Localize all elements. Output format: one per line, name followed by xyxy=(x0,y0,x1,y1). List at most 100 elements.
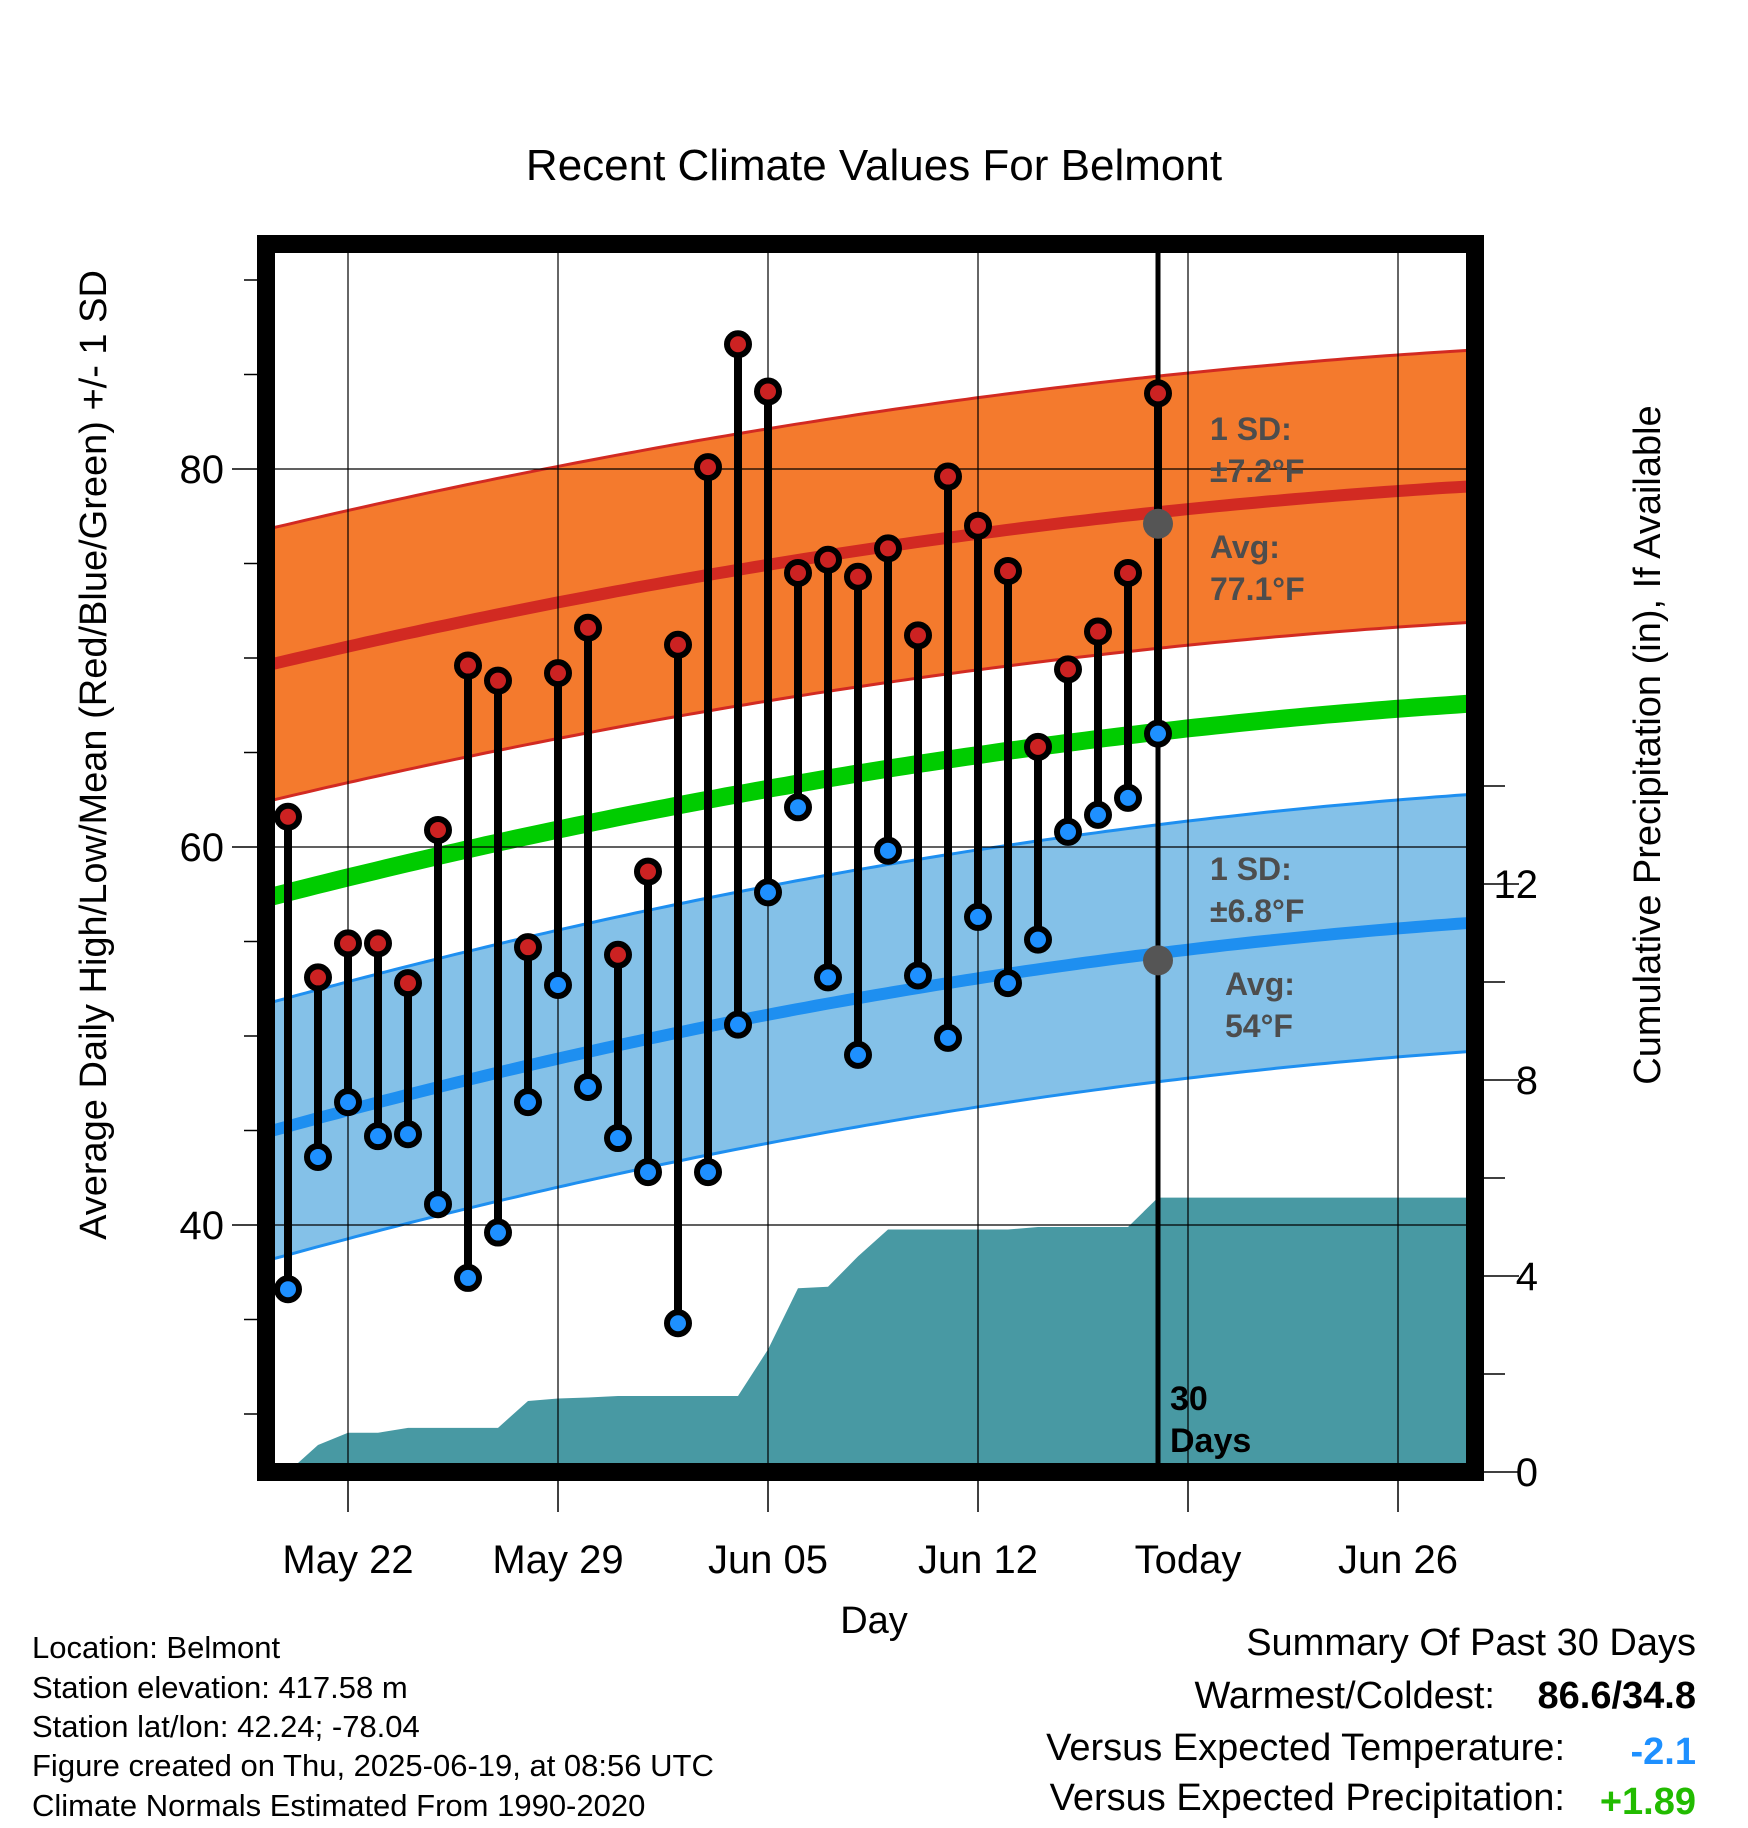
daily-high-point xyxy=(724,330,752,359)
daily-high-point xyxy=(514,933,542,962)
daily-low-point xyxy=(724,1010,752,1039)
daily-low-point xyxy=(934,1023,962,1052)
daily-high-point xyxy=(1084,617,1112,646)
plot-inner xyxy=(266,244,1475,1472)
today-high-avg-marker xyxy=(1143,508,1173,539)
daily-low-point xyxy=(994,969,1022,998)
annotation-low-sd-value: ±6.8°F xyxy=(1210,893,1304,929)
daily-high-point xyxy=(964,511,992,540)
daily-low-point xyxy=(904,961,932,990)
y-tick-label: 40 xyxy=(180,1204,225,1248)
annotation-low-sd: 1 SD: ±6.8°F xyxy=(1210,851,1304,929)
annotation-low-avg-label: Avg: xyxy=(1225,966,1295,1002)
summary-panel: Summary Of Past 30 Days Warmest/Coldest:… xyxy=(1046,1622,1696,1823)
daily-low-point xyxy=(424,1190,452,1219)
normal-high-line xyxy=(266,480,1475,672)
daily-high-point xyxy=(574,613,602,642)
daily-high-point xyxy=(694,453,722,482)
summary-precip-label: Versus Expected Precipitation: xyxy=(1050,1777,1565,1819)
daily-low-point xyxy=(844,1040,872,1069)
daily-high-point xyxy=(814,545,842,574)
daily-low-point xyxy=(304,1142,332,1171)
daily-high-point xyxy=(1114,558,1142,587)
y-tick-label: 80 xyxy=(180,448,225,492)
daily-high-point xyxy=(754,377,782,406)
today-window-label: 30 xyxy=(1170,1380,1208,1418)
daily-high-point xyxy=(1054,655,1082,684)
summary-warm-cold-value: 86.6/34.8 xyxy=(1538,1675,1696,1717)
annotation-low-sd-label: 1 SD: xyxy=(1210,851,1292,887)
daily-low-point xyxy=(484,1218,512,1247)
daily-high-point xyxy=(634,857,662,886)
daily-high-point xyxy=(394,969,422,998)
daily-low-point xyxy=(1054,817,1082,846)
x-tick-label: Jun 12 xyxy=(918,1538,1038,1582)
daily-high-point xyxy=(604,940,632,969)
annotation-low-avg-value: 54°F xyxy=(1225,1008,1293,1044)
annotation-high-avg: Avg: 77.1°F xyxy=(1210,529,1305,607)
daily-high-point xyxy=(304,963,332,992)
daily-low-point xyxy=(544,970,572,999)
daily-low-point xyxy=(364,1122,392,1151)
y2-tick-label: 0 xyxy=(1516,1451,1538,1495)
precip-area xyxy=(288,1197,1475,1472)
today-low-avg-marker xyxy=(1143,945,1173,976)
annotation-high-sd: 1 SD: ±7.2°F xyxy=(1210,411,1304,489)
plot-frame xyxy=(257,235,1484,1481)
x-tick-label: Jun 05 xyxy=(708,1538,828,1582)
daily-high-point xyxy=(994,557,1022,586)
y2-axis-label: Cumulative Precipitation (in), If Availa… xyxy=(1627,405,1669,1084)
footer-latlon: Station lat/lon: 42.24; -78.04 xyxy=(32,1709,420,1744)
daily-low-point xyxy=(814,963,842,992)
x-tick-label: Today xyxy=(1135,1538,1242,1582)
y-tick-label: 60 xyxy=(180,826,225,870)
x-tick-label: Jun 26 xyxy=(1338,1538,1458,1582)
annotation-high-sd-label: 1 SD: xyxy=(1210,411,1292,447)
daily-high-point xyxy=(1024,732,1052,761)
daily-low-point xyxy=(1144,719,1172,748)
annotation-low-avg: Avg: 54°F xyxy=(1225,966,1295,1044)
annotation-high-sd-value: ±7.2°F xyxy=(1210,453,1304,489)
footer-location: Location: Belmont xyxy=(32,1630,281,1665)
footer-elevation: Station elevation: 417.58 m xyxy=(32,1670,408,1705)
low-normal-band xyxy=(266,794,1475,1261)
daily-low-point xyxy=(334,1088,362,1117)
chart-title: Recent Climate Values For Belmont xyxy=(526,141,1222,190)
summary-warm-cold-label: Warmest/Coldest: xyxy=(1194,1675,1495,1717)
daily-high-point xyxy=(904,621,932,650)
footer-info: Location: Belmont Station elevation: 417… xyxy=(32,1630,714,1823)
daily-high-point xyxy=(874,534,902,563)
daily-low-point xyxy=(784,793,812,822)
daily-low-point xyxy=(1024,925,1052,954)
daily-low-point xyxy=(604,1124,632,1153)
daily-low-point xyxy=(1084,800,1112,829)
x-axis-label: Day xyxy=(840,1600,908,1642)
y2-tick-label: 8 xyxy=(1516,1059,1538,1103)
today-window-label: Days xyxy=(1170,1422,1251,1460)
daily-high-point xyxy=(454,651,482,680)
daily-high-point xyxy=(364,929,392,958)
annotation-high-avg-value: 77.1°F xyxy=(1210,571,1305,607)
daily-low-point xyxy=(754,878,782,907)
footer-created: Figure created on Thu, 2025-06-19, at 08… xyxy=(32,1748,714,1783)
footer-normals: Climate Normals Estimated From 1990-2020 xyxy=(32,1788,645,1823)
daily-high-point xyxy=(1144,379,1172,408)
summary-temp-label: Versus Expected Temperature: xyxy=(1046,1727,1565,1769)
summary-title: Summary Of Past 30 Days xyxy=(1246,1622,1696,1664)
daily-low-point xyxy=(454,1263,482,1292)
daily-high-point xyxy=(934,462,962,491)
daily-low-point xyxy=(664,1309,692,1338)
daily-high-point xyxy=(334,929,362,958)
daily-low-point xyxy=(574,1073,602,1102)
y2-tick-label: 12 xyxy=(1494,863,1539,907)
daily-high-point xyxy=(784,558,812,587)
y-axis-label: Average Daily High/Low/Mean (Red/Blue/Gr… xyxy=(73,270,115,1240)
daily-low-point xyxy=(514,1088,542,1117)
daily-high-point xyxy=(484,666,512,695)
daily-high-point xyxy=(544,659,572,688)
annotation-high-avg-label: Avg: xyxy=(1210,529,1280,565)
daily-low-point xyxy=(1114,783,1142,812)
daily-low-point xyxy=(874,836,902,865)
x-tick-label: May 29 xyxy=(492,1538,623,1582)
